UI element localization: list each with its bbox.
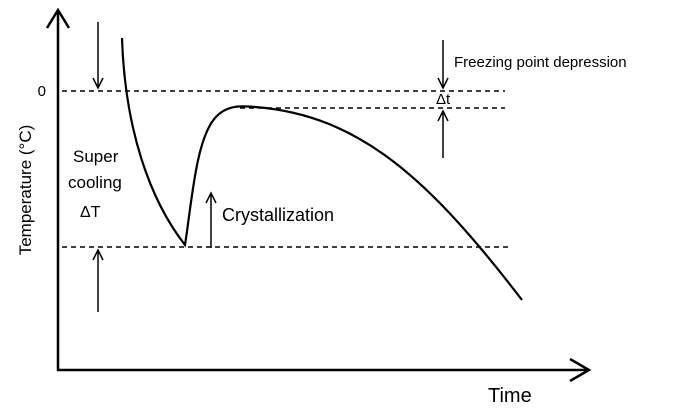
supercooling-symbol: ΔT — [80, 204, 101, 221]
crystallization-label: Crystallization — [222, 205, 334, 225]
crystallization-arrow — [205, 191, 217, 248]
x-axis-arrow — [569, 357, 592, 383]
supercooling-label: Super — [73, 147, 119, 166]
freezing-point-depression-label: Freezing point depression — [454, 54, 627, 71]
supercooling-label: cooling — [68, 173, 122, 192]
x-axis-label: Time — [488, 385, 532, 407]
supercooling-arrows — [92, 22, 104, 312]
zero-label: 0 — [38, 83, 46, 100]
temperature-curve — [120, 37, 523, 301]
depression-symbol: Δt — [436, 91, 451, 108]
depression-arrows — [437, 40, 449, 158]
y-axis-arrow — [45, 7, 71, 29]
y-axis-label: Temperature (°C) — [16, 125, 35, 256]
